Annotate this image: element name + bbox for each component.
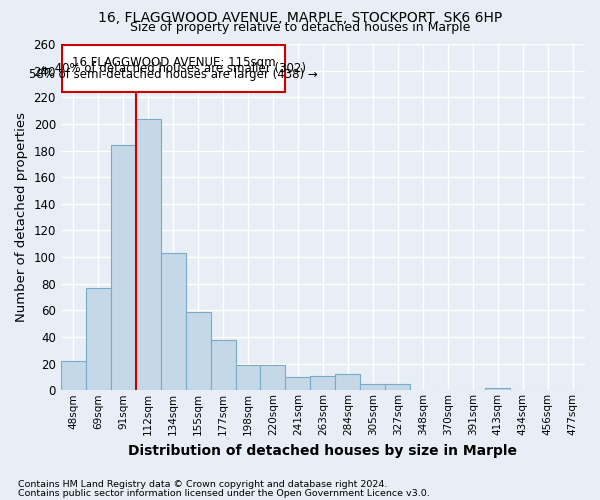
Bar [485, 388, 510, 390]
Bar [61, 361, 86, 390]
Text: 16 FLAGGWOOD AVENUE: 115sqm: 16 FLAGGWOOD AVENUE: 115sqm [72, 56, 275, 69]
Text: Contains HM Land Registry data © Crown copyright and database right 2024.: Contains HM Land Registry data © Crown c… [18, 480, 388, 489]
Text: ← 40% of detached houses are smaller (302): ← 40% of detached houses are smaller (30… [41, 62, 306, 75]
Bar [361, 384, 385, 390]
Text: 58% of semi-detached houses are larger (438) →: 58% of semi-detached houses are larger (… [29, 68, 318, 82]
Y-axis label: Number of detached properties: Number of detached properties [15, 112, 28, 322]
Text: 16, FLAGGWOOD AVENUE, MARPLE, STOCKPORT, SK6 6HP: 16, FLAGGWOOD AVENUE, MARPLE, STOCKPORT,… [98, 11, 502, 25]
Bar [86, 288, 111, 391]
Bar [385, 384, 410, 390]
Bar [161, 253, 185, 390]
Bar [111, 145, 136, 390]
Bar [260, 365, 286, 390]
Bar [310, 376, 335, 390]
Bar [236, 365, 260, 390]
Bar [185, 312, 211, 390]
Bar [286, 377, 310, 390]
Bar [335, 374, 361, 390]
Bar [211, 340, 236, 390]
Bar [62, 46, 286, 92]
Text: Size of property relative to detached houses in Marple: Size of property relative to detached ho… [130, 21, 470, 34]
Bar [136, 118, 161, 390]
Text: Contains public sector information licensed under the Open Government Licence v3: Contains public sector information licen… [18, 489, 430, 498]
X-axis label: Distribution of detached houses by size in Marple: Distribution of detached houses by size … [128, 444, 517, 458]
